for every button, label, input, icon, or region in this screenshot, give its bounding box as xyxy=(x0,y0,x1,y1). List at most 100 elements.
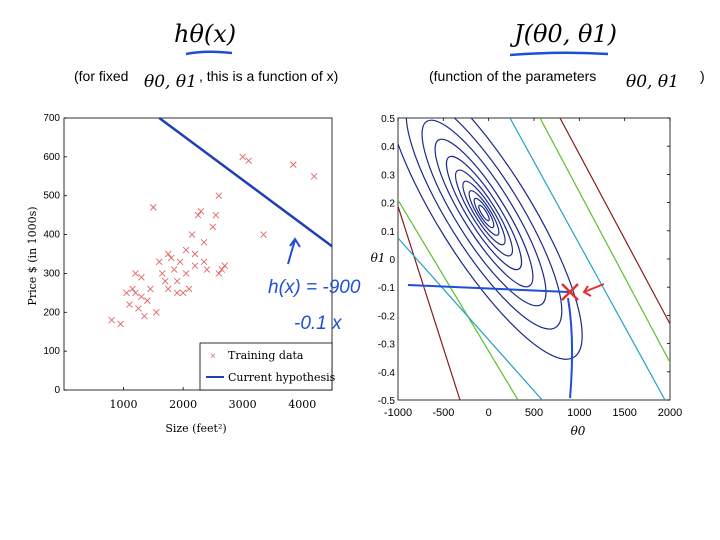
theta1-tick-label: 0.3 xyxy=(381,170,395,181)
x-tick-label: 3000 xyxy=(229,398,257,411)
hypothesis-line xyxy=(158,116,333,248)
training-data-point xyxy=(138,293,145,301)
training-data-point xyxy=(117,320,124,328)
hypothesis-formula: hθ(x) xyxy=(174,20,237,48)
training-data-point xyxy=(200,239,208,246)
current-point-marker xyxy=(561,283,579,301)
training-data-point xyxy=(289,161,297,168)
y-tick-label: 700 xyxy=(43,113,60,124)
x-tick-label: 2000 xyxy=(169,398,197,411)
right-caption-prefix: (function of the parameters xyxy=(429,68,597,84)
marker-arrow xyxy=(582,283,605,297)
training-data-point xyxy=(132,270,139,277)
training-data-point xyxy=(147,285,154,293)
training-data-point xyxy=(221,262,229,269)
x-tick-label: 4000 xyxy=(288,398,316,411)
theta1-guide-line xyxy=(407,284,569,293)
annotation-line2: -0.1 x xyxy=(294,313,343,334)
training-data-point xyxy=(132,289,139,297)
y-tick-label: 200 xyxy=(43,307,60,318)
x-axis-label: Size (feet²) xyxy=(165,422,226,435)
training-data-point xyxy=(212,211,220,219)
training-data-point xyxy=(197,207,205,215)
training-data-point xyxy=(209,223,217,231)
left-caption-suffix: , this is a function of x) xyxy=(199,68,339,84)
training-data-point xyxy=(182,246,190,254)
legend-marker-training: × xyxy=(210,351,216,362)
theta1-tick-label: -0.2 xyxy=(378,311,396,322)
legend-label-hypothesis: Current hypothesis xyxy=(228,371,336,384)
theta1-tick-label: 0.5 xyxy=(381,114,395,125)
training-data-point xyxy=(167,254,175,262)
right-caption-suffix: ) xyxy=(700,68,705,84)
y-tick-label: 600 xyxy=(43,152,60,163)
training-data-point xyxy=(138,273,145,281)
training-data-point xyxy=(191,250,199,258)
legend-label-training: Training data xyxy=(228,349,304,362)
training-data-point xyxy=(310,172,318,180)
training-data-point xyxy=(152,308,160,316)
y-tick-label: 500 xyxy=(43,191,60,202)
training-data-point xyxy=(260,231,267,238)
training-data-point xyxy=(155,258,163,266)
training-data-point xyxy=(173,289,181,297)
theta0-axis-label: θ0 xyxy=(571,424,586,438)
training-data-point xyxy=(215,270,223,277)
training-data-point xyxy=(126,301,133,308)
legend: × Training data Current hypothesis xyxy=(199,342,336,391)
theta1-tick-label: 0.4 xyxy=(381,142,395,153)
handwritten-marker xyxy=(407,283,605,399)
training-data-point xyxy=(191,262,199,269)
theta1-tick-label: 0 xyxy=(389,255,395,266)
training-data-point xyxy=(182,270,190,277)
theta0-tick-label: -1000 xyxy=(384,407,412,419)
theta0-tick-label: 2000 xyxy=(658,407,682,419)
training-data-point xyxy=(173,277,181,285)
y-tick-label: 300 xyxy=(43,268,60,279)
cost-function-formula: J(θ0, θ1) xyxy=(514,20,618,48)
training-data-point xyxy=(158,270,166,277)
training-data-point xyxy=(239,153,246,161)
theta1-tick-label: 0.2 xyxy=(381,199,395,210)
training-data-point xyxy=(245,157,252,165)
training-data-point xyxy=(141,312,148,320)
training-data-point xyxy=(150,204,157,211)
training-data-point xyxy=(164,250,172,258)
training-data-point xyxy=(203,266,211,273)
training-data-point xyxy=(164,285,172,293)
y-tick-label: 0 xyxy=(54,385,60,396)
contour-lines xyxy=(398,118,670,400)
training-data-point xyxy=(179,289,187,297)
theta0-guide-line xyxy=(567,297,574,399)
y-tick-label: 100 xyxy=(43,346,60,357)
left-caption-params: θ0, θ1 xyxy=(144,72,197,92)
x-tick-label: 1000 xyxy=(110,398,138,411)
training-data-point xyxy=(215,192,223,200)
y-axis-label: Price $ (in 1000s) xyxy=(26,206,39,305)
training-data-point xyxy=(161,277,169,285)
y-tick-label: 400 xyxy=(43,230,60,241)
training-data-point xyxy=(200,258,208,266)
theta1-tick-label: -0.5 xyxy=(378,396,396,407)
training-data-point xyxy=(170,266,178,273)
training-data-point xyxy=(129,285,136,293)
training-data-point xyxy=(218,266,226,273)
training-data-point xyxy=(188,231,196,238)
theta0-tick-label: -500 xyxy=(432,407,454,419)
theta0-tick-label: 0 xyxy=(486,407,492,419)
annotation-line1: h(x) = -900 xyxy=(268,277,361,298)
theta0-tick-label: 1000 xyxy=(567,407,591,419)
theta1-tick-label: -0.1 xyxy=(378,283,396,294)
theta1-tick-label: -0.4 xyxy=(378,368,396,379)
theta0-tick-label: 500 xyxy=(525,407,543,419)
left-caption-prefix: (for fixed xyxy=(74,68,129,84)
theta0-tick-label: 1500 xyxy=(612,407,636,419)
training-data-point xyxy=(185,285,193,293)
training-data-point xyxy=(135,305,142,312)
training-data-point xyxy=(176,258,184,266)
annotation-arrow xyxy=(287,237,301,265)
theta1-tick-label: -0.3 xyxy=(378,340,396,351)
right-plot-area xyxy=(397,117,671,401)
